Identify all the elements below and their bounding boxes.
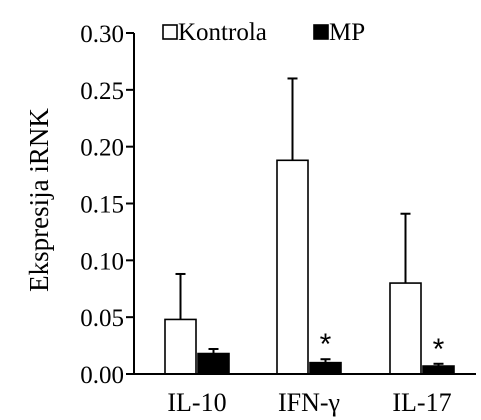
y-axis-ticks: 0.00 0.05 0.10 0.15 0.20 0.25 0.30 <box>80 21 134 389</box>
legend-label-kontrola: Kontrola <box>178 19 267 46</box>
bar-kontrola <box>389 282 422 375</box>
significance-marker: * <box>320 328 332 361</box>
y-tick-label: 0.20 <box>80 135 124 162</box>
bar-kontrola <box>276 159 309 375</box>
bar-mp <box>422 365 455 375</box>
bars: * * <box>164 77 455 375</box>
legend-swatch-kontrola <box>162 24 178 40</box>
y-axis-label: Ekspresija iRNK <box>24 108 54 292</box>
x-axis-categories: IL-10 IFN-γ IL-17 <box>167 388 451 417</box>
bar-mp <box>197 352 230 375</box>
legend: Kontrola MP <box>162 19 365 46</box>
significance-marker: * <box>433 333 445 366</box>
y-tick-label: 0.05 <box>80 305 124 332</box>
y-tick-label: 0.30 <box>80 21 124 48</box>
y-tick-label: 0.10 <box>80 248 124 275</box>
x-category-label: IFN-γ <box>278 388 340 417</box>
bar-mp <box>309 361 342 375</box>
legend-swatch-mp <box>313 24 329 40</box>
y-tick-label: 0.00 <box>80 362 124 389</box>
x-category-label: IL-10 <box>167 388 226 417</box>
legend-label-mp: MP <box>329 19 365 46</box>
y-tick-label: 0.15 <box>80 192 124 219</box>
y-tick-label: 0.25 <box>80 78 124 105</box>
x-category-label: IL-17 <box>392 388 451 417</box>
bar-kontrola <box>164 318 197 375</box>
